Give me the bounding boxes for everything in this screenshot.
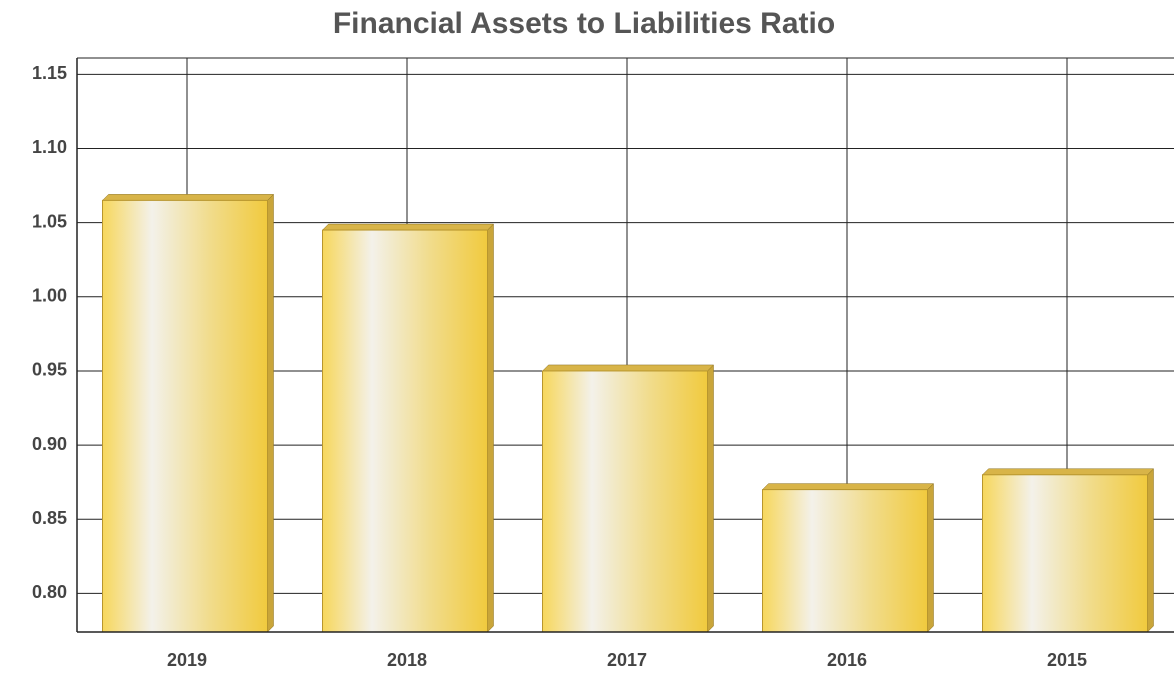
- y-tick-label: 1.00: [32, 286, 67, 306]
- bar-side: [487, 223, 494, 633]
- x-tick-label: 2017: [607, 650, 647, 670]
- bar-side: [267, 193, 274, 633]
- x-tick-label: 2016: [827, 650, 867, 670]
- y-tick-label: 0.95: [32, 360, 67, 380]
- bar: [762, 489, 928, 633]
- chart-title: Financial Assets to Liabilities Ratio: [333, 7, 835, 40]
- y-tick-label: 1.05: [32, 211, 67, 231]
- y-tick-label: 0.80: [32, 582, 67, 602]
- bar-top: [541, 364, 715, 372]
- bar: [102, 199, 268, 633]
- x-tick-label: 2019: [167, 650, 207, 670]
- bar: [542, 370, 708, 633]
- x-tick-label: 2015: [1047, 650, 1087, 670]
- bar: [982, 474, 1148, 633]
- bar-top: [321, 223, 495, 231]
- bar-top: [761, 483, 935, 490]
- x-tick-label: 2018: [387, 650, 427, 670]
- bar-side: [927, 483, 934, 633]
- bar: [322, 229, 488, 633]
- bar-top: [981, 468, 1155, 476]
- bar-side: [707, 364, 714, 633]
- y-tick-label: 1.15: [32, 63, 67, 83]
- y-tick-label: 0.85: [32, 508, 67, 528]
- bar-side: [1147, 468, 1154, 633]
- bar-top: [101, 194, 275, 201]
- y-tick-label: 1.10: [32, 137, 67, 157]
- y-tick-label: 0.90: [32, 434, 67, 454]
